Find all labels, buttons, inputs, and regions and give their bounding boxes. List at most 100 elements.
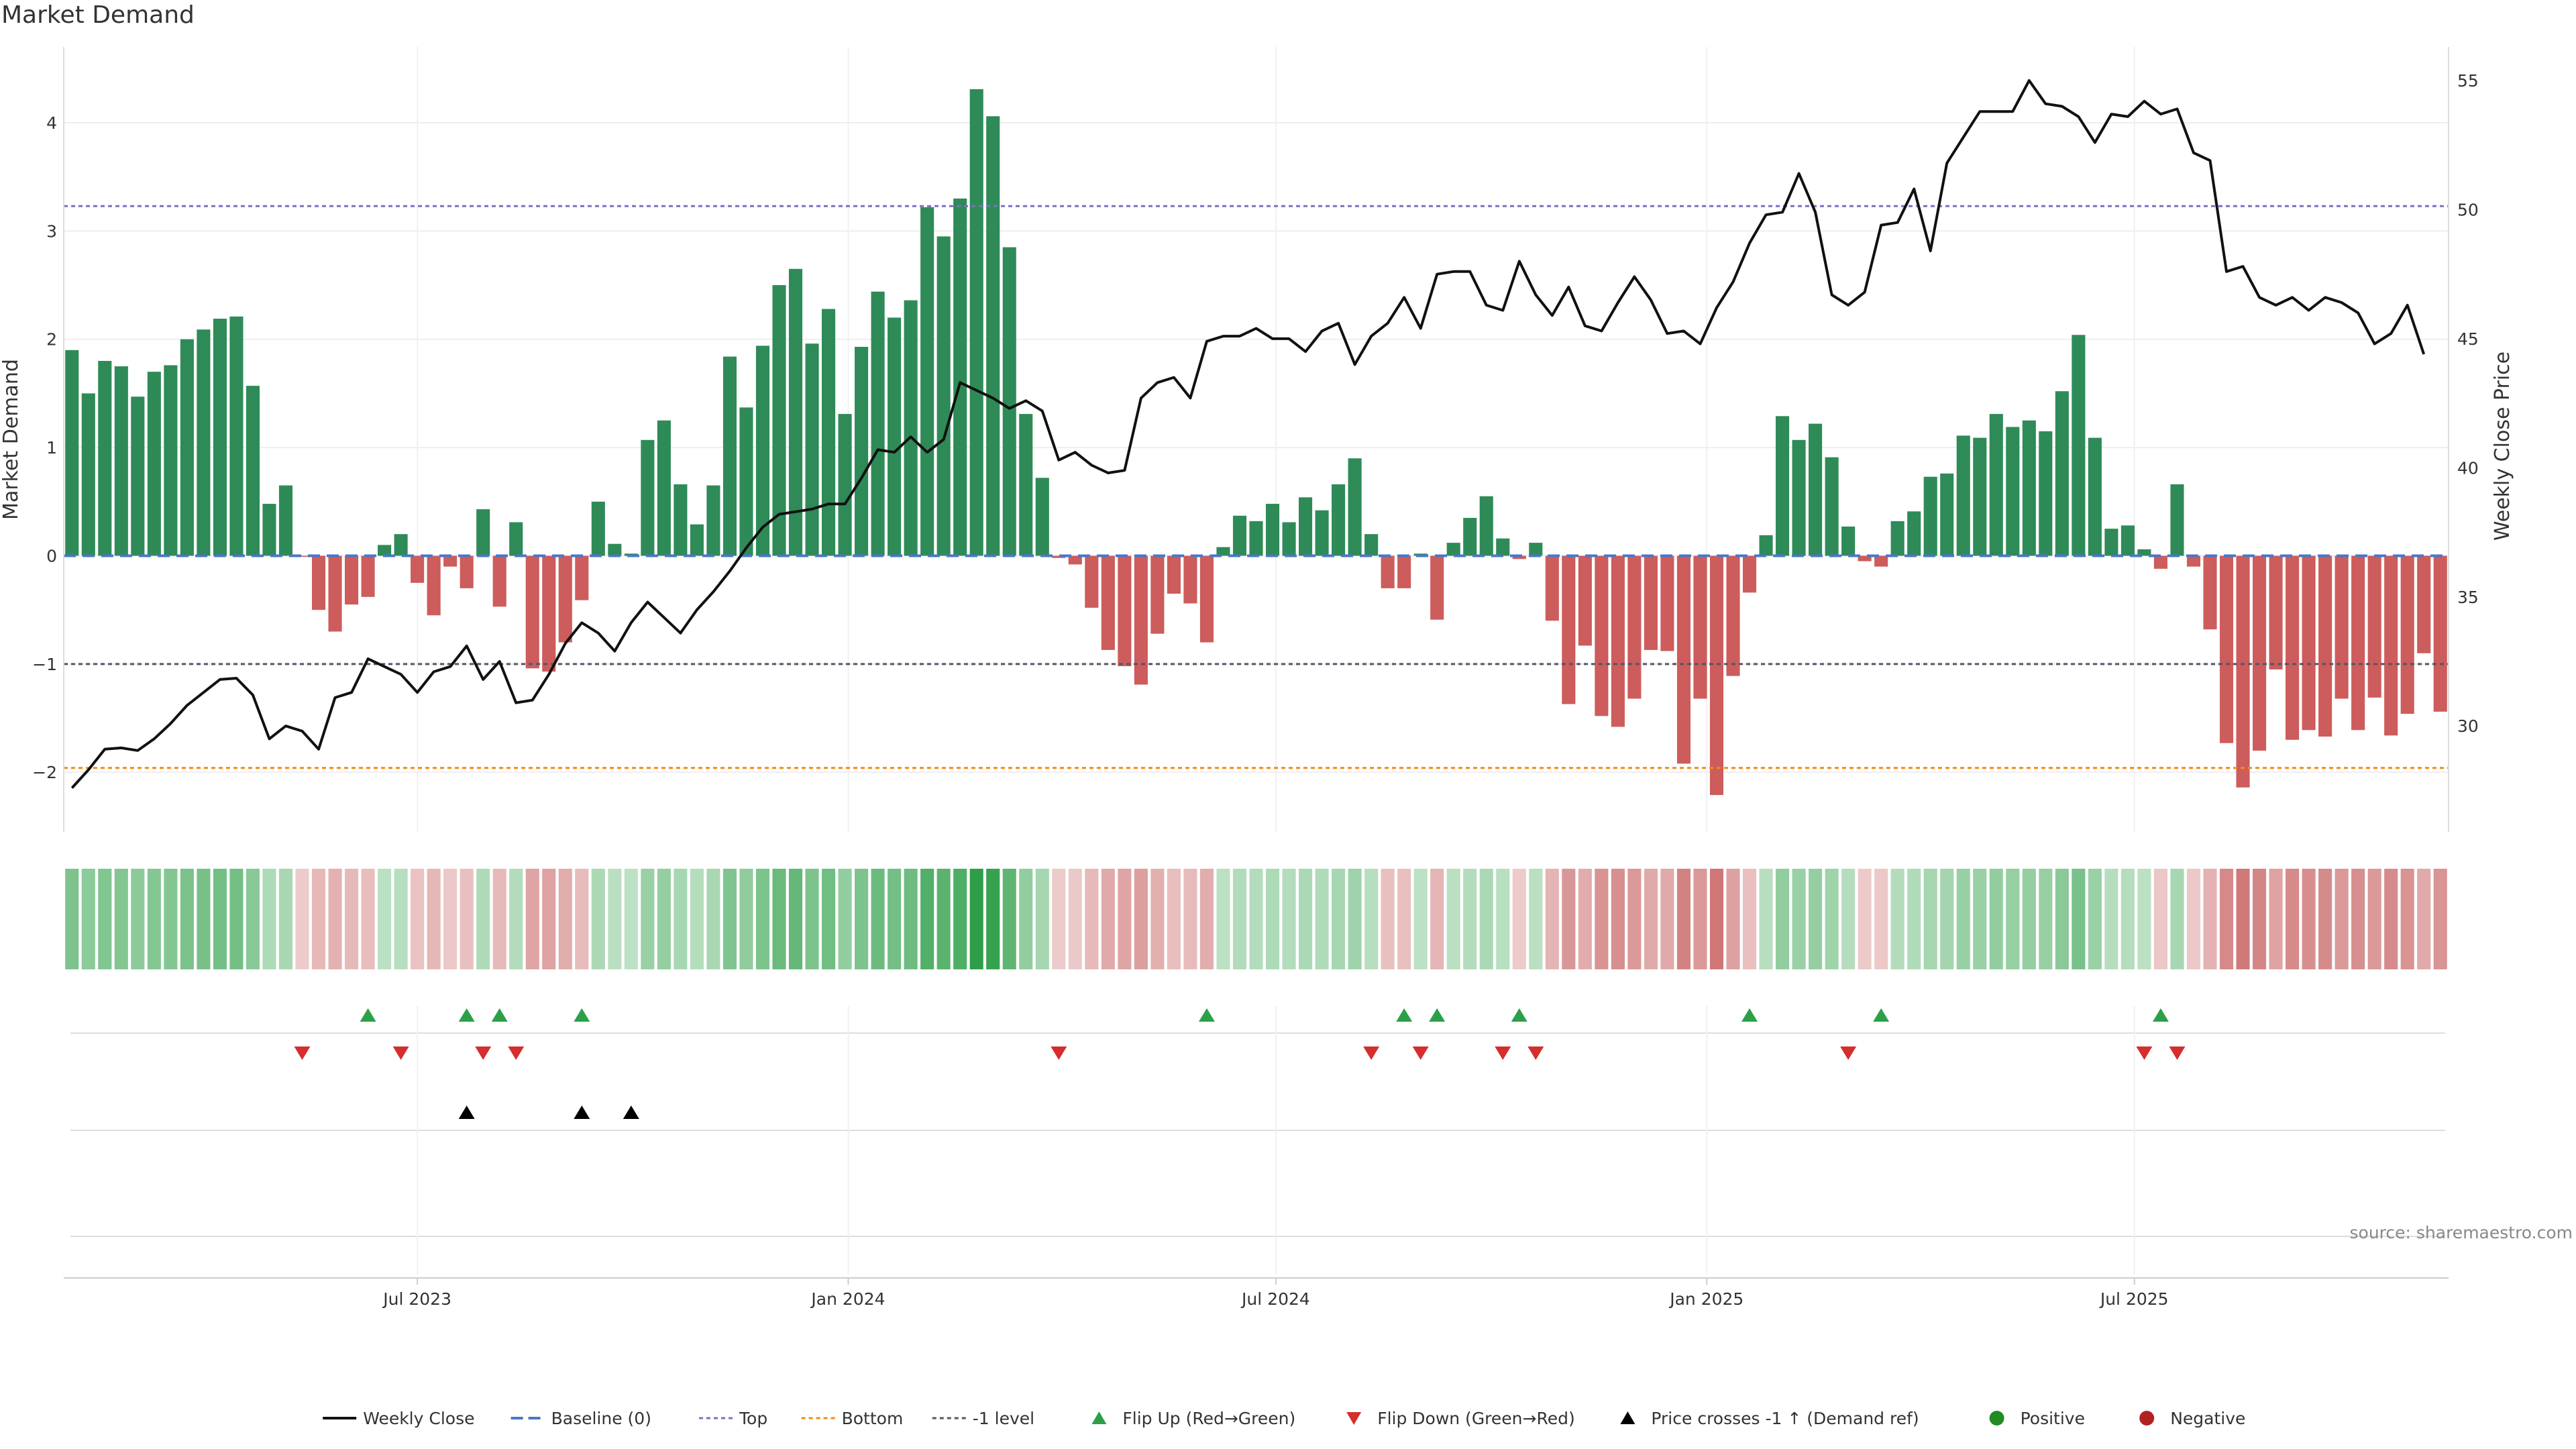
left-axis-title: Market Demand <box>0 359 23 520</box>
heat-cell <box>1101 869 1115 969</box>
demand-bars <box>65 89 2447 796</box>
left-tick-label: 3 <box>46 221 57 241</box>
heat-cell <box>2121 869 2135 969</box>
heat-cell <box>2433 869 2447 969</box>
demand-bar <box>2006 427 2020 556</box>
demand-bar <box>525 555 539 669</box>
flip-up-marker <box>1873 1008 1890 1022</box>
demand-bar <box>197 329 211 556</box>
heat-cell <box>1890 869 1904 969</box>
right-tick-label: 50 <box>2457 200 2479 219</box>
demand-bar <box>1216 547 1230 556</box>
heat-cell <box>1693 869 1707 969</box>
source-label: source: sharemaestro.com <box>2350 1223 2573 1242</box>
heat-cell <box>2334 869 2349 969</box>
heat-cell <box>81 869 95 969</box>
legend-symbol <box>1346 1412 1362 1425</box>
heat-cell <box>1364 869 1379 969</box>
flip-up-marker <box>1511 1008 1527 1022</box>
heat-cell <box>608 869 622 969</box>
heat-cell <box>591 869 605 969</box>
demand-bar <box>361 555 375 597</box>
demand-bar <box>888 317 902 556</box>
heat-cell <box>2006 869 2020 969</box>
heat-cell <box>361 869 375 969</box>
heat-cell <box>131 869 145 969</box>
flip-up-marker <box>1396 1008 1413 1022</box>
demand-bar <box>460 555 474 588</box>
demand-bar <box>2137 549 2151 556</box>
heat-cell <box>1709 869 1724 969</box>
heat-cell <box>986 869 1000 969</box>
x-tick-label: Jul 2023 <box>382 1289 451 1309</box>
demand-bar <box>1282 522 1296 556</box>
legend-label: -1 level <box>973 1409 1034 1428</box>
heat-cell <box>2186 869 2201 969</box>
heat-cell <box>1545 869 1559 969</box>
right-tick-label: 30 <box>2457 716 2479 736</box>
demand-bar <box>1183 555 1197 604</box>
heat-cell <box>180 869 194 969</box>
heat-cell <box>1841 869 1856 969</box>
heat-cell <box>246 869 260 969</box>
demand-bar <box>1726 555 1740 676</box>
legend-symbol <box>2139 1411 2155 1426</box>
heat-cell <box>1199 869 1214 969</box>
heat-cell <box>1874 869 1888 969</box>
demand-bar <box>427 555 441 616</box>
demand-bar <box>1874 555 1888 567</box>
legend-label: Positive <box>2021 1409 2085 1428</box>
demand-bar <box>690 524 704 556</box>
demand-bar <box>1775 416 1790 556</box>
flip-down-marker <box>1527 1046 1544 1060</box>
demand-bar <box>131 396 145 556</box>
heat-cell <box>1858 869 1872 969</box>
legend-label: Negative <box>2170 1409 2245 1428</box>
heat-cell <box>1496 869 1510 969</box>
heat-cell <box>328 869 342 969</box>
demand-bar <box>1578 555 1592 646</box>
heat-cell <box>2417 869 2431 969</box>
heat-cell <box>164 869 178 969</box>
heat-cell <box>1660 869 1674 969</box>
demand-bar <box>608 543 622 556</box>
demand-bar <box>344 555 359 605</box>
demand-bar <box>1002 247 1016 556</box>
right-axis-title: Weekly Close Price <box>2491 352 2514 541</box>
demand-bar <box>1381 555 1395 588</box>
demand-bar <box>2302 555 2316 731</box>
demand-bar <box>1676 555 1691 764</box>
heat-cell <box>1446 869 1460 969</box>
heat-cell <box>2400 869 2414 969</box>
heat-cell <box>1676 869 1691 969</box>
demand-bar <box>1315 510 1329 556</box>
heat-cell <box>855 869 869 969</box>
heat-cell <box>772 869 786 969</box>
demand-bar <box>2121 525 2135 556</box>
heat-cell <box>1249 869 1263 969</box>
demand-bar <box>411 555 425 583</box>
demand-bar <box>986 116 1000 556</box>
demand-bar <box>1085 555 1099 608</box>
flip-down-marker <box>1495 1046 1511 1060</box>
demand-bar <box>2170 484 2184 556</box>
demand-bar <box>2286 555 2300 740</box>
price-cross-marker <box>623 1106 639 1119</box>
heat-cell <box>788 869 803 969</box>
demand-bar <box>1512 555 1526 559</box>
heat-cell <box>805 869 819 969</box>
demand-bar <box>1923 476 1937 556</box>
demand-bar <box>591 501 605 556</box>
heat-cell <box>197 869 211 969</box>
demand-bar <box>1956 435 1970 556</box>
heat-cell <box>278 869 293 969</box>
demand-bar <box>953 198 967 556</box>
heat-cell <box>2302 869 2316 969</box>
heat-cell <box>1562 869 1576 969</box>
heat-cell <box>411 869 425 969</box>
demand-bar <box>1249 521 1263 556</box>
demand-bar <box>1907 511 1921 556</box>
legend-label: Baseline (0) <box>551 1409 651 1428</box>
left-tick-label: 0 <box>46 546 57 566</box>
heat-cell <box>838 869 852 969</box>
